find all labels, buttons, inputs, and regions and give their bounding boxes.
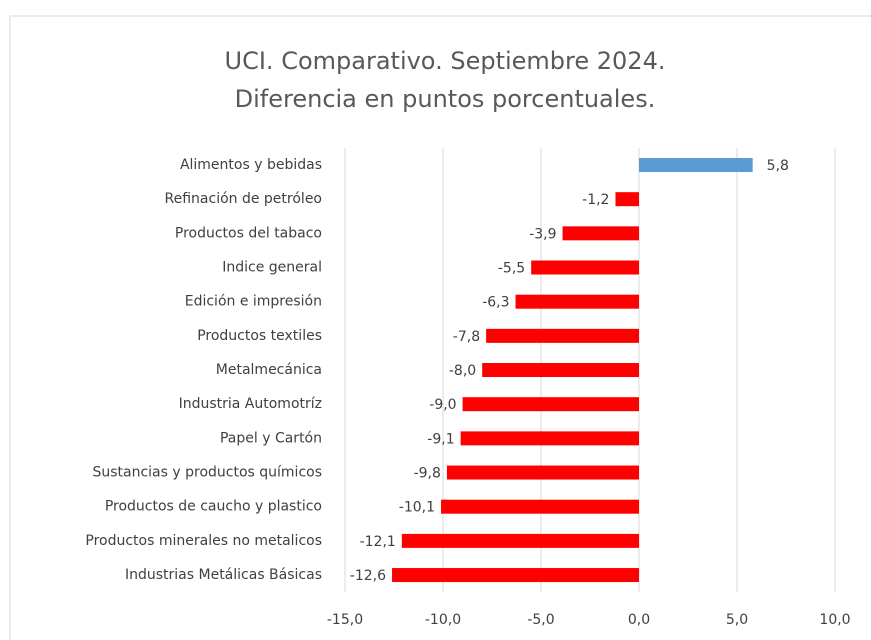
value-label: -10,1	[399, 500, 435, 516]
value-label: -7,8	[453, 329, 480, 345]
y-tick-label: Productos textiles	[197, 328, 322, 344]
y-tick-label: Refinación de petróleo	[165, 191, 322, 207]
value-label: -6,3	[482, 295, 509, 311]
value-label: -5,5	[498, 261, 525, 277]
bar	[562, 226, 639, 241]
x-tick-label: -5,0	[527, 612, 554, 628]
bar	[515, 294, 639, 309]
value-label: -3,9	[529, 226, 556, 242]
value-label: -12,6	[350, 568, 386, 584]
x-tick-label: 5,0	[726, 612, 748, 628]
value-label: -8,0	[449, 363, 476, 379]
y-tick-label: Metalmecánica	[216, 362, 322, 378]
y-tick-label: Papel y Cartón	[220, 430, 322, 446]
bar	[531, 260, 639, 275]
y-tick-label: Edición e impresión	[185, 294, 322, 310]
value-label: -1,2	[582, 192, 609, 208]
value-label: -9,0	[429, 397, 456, 413]
y-tick-label: Productos minerales no metalicos	[85, 533, 322, 549]
x-tick-label: -10,0	[425, 612, 461, 628]
value-label: 5,8	[767, 158, 789, 174]
y-tick-label: Industrias Metálicas Básicas	[125, 567, 322, 583]
chart-title: UCI. Comparativo. Septiembre 2024.	[225, 47, 666, 75]
bar	[462, 397, 639, 412]
y-tick-label: Indice general	[222, 260, 322, 276]
chart-subtitle: Diferencia en puntos porcentuales.	[235, 85, 656, 113]
y-tick-label: Alimentos y bebidas	[180, 157, 322, 173]
y-tick-label: Productos del tabaco	[175, 225, 322, 241]
x-tick-label: -15,0	[327, 612, 363, 628]
bar	[639, 158, 753, 172]
bar	[482, 363, 639, 378]
bar	[615, 192, 639, 207]
bar	[392, 568, 639, 583]
x-tick-label: 10,0	[819, 612, 850, 628]
y-tick-label: Industria Automotríz	[179, 396, 322, 412]
y-tick-label: Productos de caucho y plastico	[105, 499, 322, 515]
bar	[446, 465, 639, 480]
x-tick-label: 0,0	[628, 612, 650, 628]
bar	[441, 499, 639, 514]
y-tick-label: Sustancias y productos químicos	[92, 465, 322, 481]
bar	[401, 533, 639, 548]
bar	[460, 431, 639, 446]
value-label: -9,8	[414, 466, 441, 482]
bar	[486, 328, 639, 343]
value-label: -9,1	[427, 431, 454, 447]
value-label: -12,1	[360, 534, 396, 550]
